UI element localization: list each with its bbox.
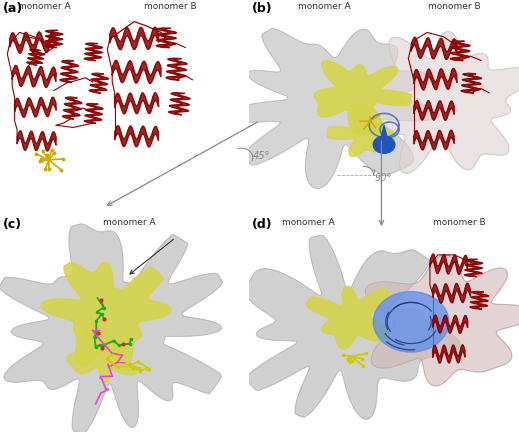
Polygon shape (432, 283, 471, 303)
Text: (a): (a) (3, 2, 23, 15)
Polygon shape (306, 286, 391, 349)
Polygon shape (66, 323, 136, 382)
Polygon shape (414, 68, 457, 90)
Polygon shape (450, 41, 470, 60)
Text: 90°: 90° (375, 173, 392, 184)
Polygon shape (430, 254, 468, 274)
Text: (b): (b) (252, 2, 272, 15)
Text: monomer A: monomer A (298, 2, 351, 11)
Polygon shape (414, 130, 454, 150)
Text: monomer A: monomer A (18, 2, 70, 11)
Polygon shape (84, 43, 103, 61)
Polygon shape (315, 60, 411, 135)
Polygon shape (432, 345, 465, 363)
Polygon shape (45, 30, 63, 48)
Text: monomer B: monomer B (144, 2, 197, 11)
Polygon shape (41, 262, 171, 365)
Polygon shape (327, 104, 395, 156)
Polygon shape (169, 92, 190, 115)
Polygon shape (470, 292, 488, 309)
Text: (d): (d) (252, 218, 272, 231)
Polygon shape (461, 73, 482, 93)
Polygon shape (156, 28, 176, 48)
Polygon shape (115, 126, 159, 147)
Polygon shape (245, 235, 460, 419)
Circle shape (373, 292, 449, 352)
Polygon shape (381, 125, 387, 136)
Polygon shape (465, 259, 483, 276)
Polygon shape (10, 32, 56, 53)
Circle shape (373, 136, 395, 153)
Polygon shape (110, 27, 159, 50)
Polygon shape (12, 65, 56, 88)
Polygon shape (62, 97, 82, 119)
Text: monomer A: monomer A (282, 218, 335, 227)
Polygon shape (15, 97, 56, 118)
Polygon shape (17, 131, 56, 151)
Polygon shape (223, 29, 440, 188)
Text: monomer A: monomer A (103, 218, 156, 227)
Polygon shape (89, 73, 108, 93)
Polygon shape (414, 101, 454, 120)
Polygon shape (84, 104, 103, 124)
Polygon shape (166, 58, 187, 80)
Polygon shape (115, 93, 159, 114)
Polygon shape (0, 224, 223, 432)
Text: 45°: 45° (253, 150, 270, 161)
Polygon shape (365, 255, 519, 386)
Polygon shape (362, 32, 519, 173)
Text: (c): (c) (3, 218, 22, 231)
Text: monomer B: monomer B (433, 218, 486, 227)
Polygon shape (411, 37, 457, 59)
Polygon shape (112, 60, 161, 83)
Polygon shape (432, 315, 468, 334)
Polygon shape (60, 60, 78, 83)
Text: monomer B: monomer B (428, 2, 481, 11)
Polygon shape (27, 49, 45, 65)
